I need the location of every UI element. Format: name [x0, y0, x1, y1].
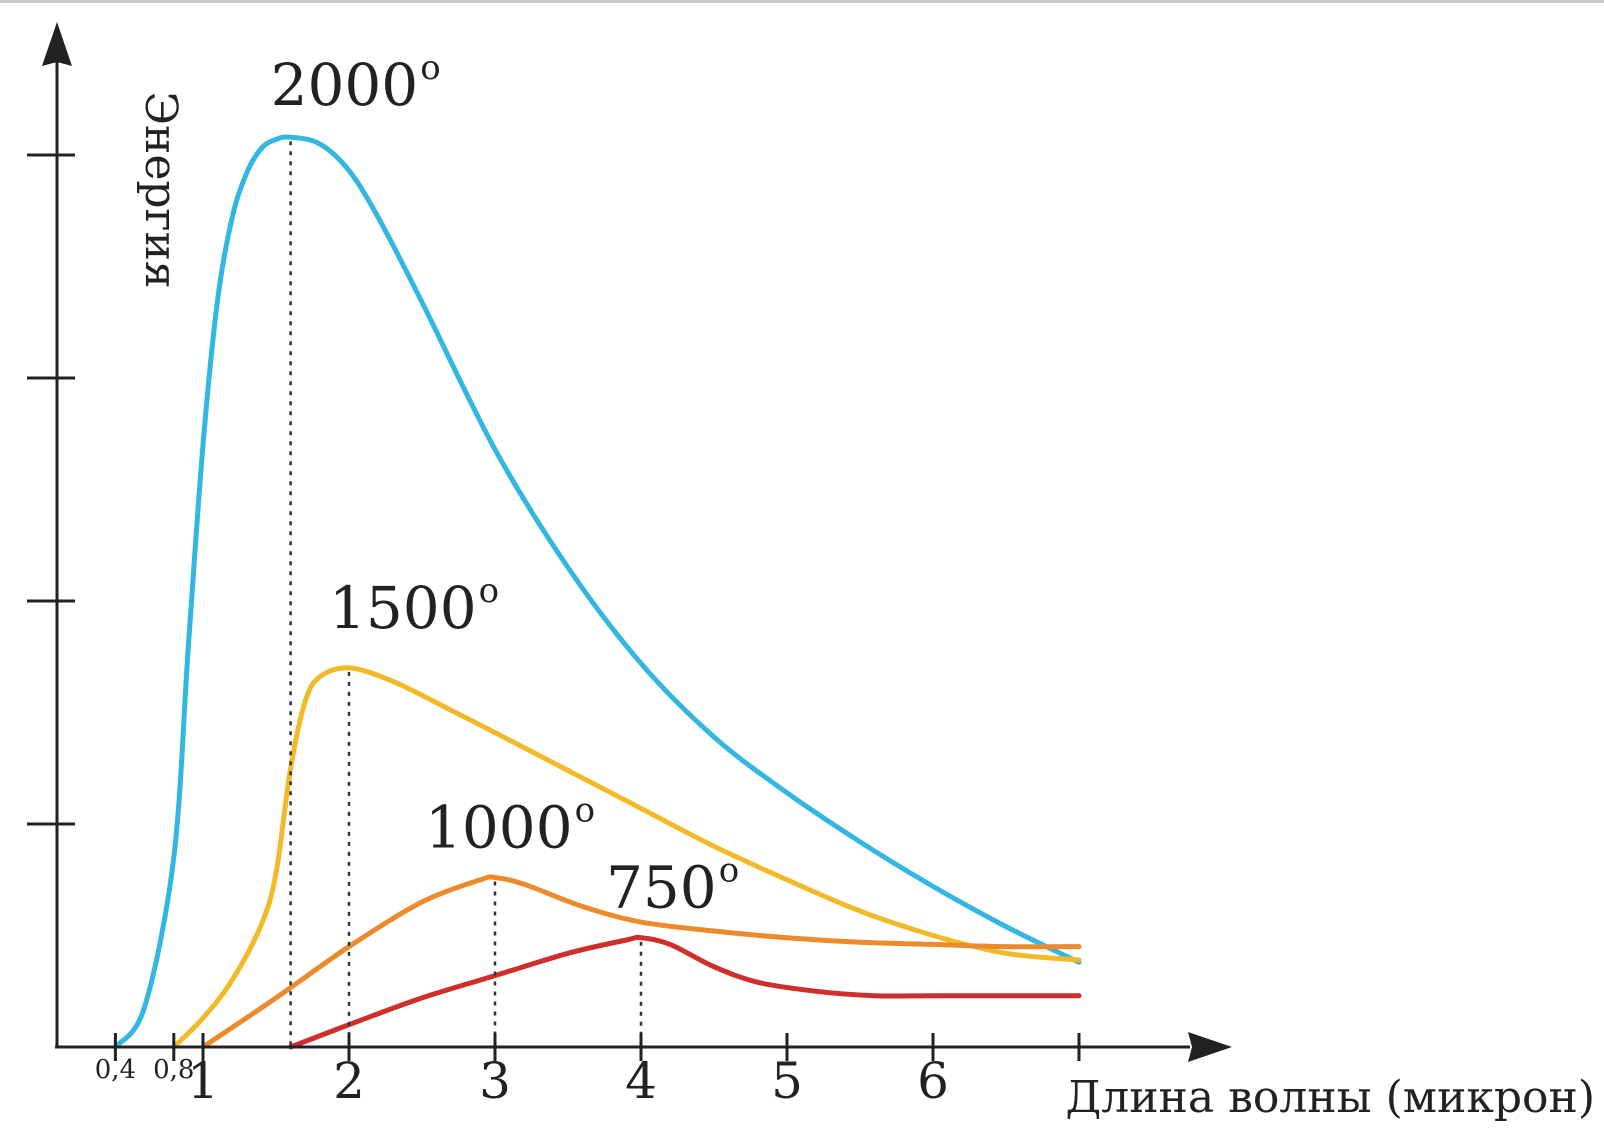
y-axis-title: Энергия — [135, 91, 186, 288]
ticks-layer: 0,4 0,81 2 3 4 5 6 — [27, 153, 1081, 1110]
series-label-1000: 1000o — [425, 791, 595, 862]
x-axis-title: Длина волны (микрон) — [1065, 1072, 1595, 1123]
curve-2000 — [112, 134, 1082, 1050]
x-tick-label-0.4: 0,4 — [95, 1055, 136, 1085]
x-tick-label-3: 3 — [479, 1052, 511, 1110]
curve-1000 — [200, 874, 1082, 1050]
curve-750 — [288, 934, 1082, 1050]
curves-layer — [112, 134, 1082, 1050]
top-border — [0, 0, 1604, 3]
x-tick-label-0.8: 0,8 — [153, 1055, 194, 1085]
axes-layer — [42, 22, 1232, 1062]
x-tick-label-2: 2 — [333, 1052, 365, 1110]
x-tick-label-1: 1 — [187, 1052, 219, 1110]
peak-lines-layer — [289, 141, 643, 1047]
y-axis-arrow — [42, 22, 72, 66]
x-axis-arrow — [1188, 1032, 1232, 1062]
x-tick-label-5: 5 — [771, 1052, 803, 1110]
x-tick-label-4: 4 — [625, 1052, 657, 1110]
series-label-750: 750o — [606, 851, 739, 922]
x-tick-label-6: 6 — [917, 1052, 949, 1110]
curve-1500 — [171, 665, 1082, 1050]
series-label-1500: 1500o — [329, 571, 499, 642]
series-label-2000: 2000o — [271, 48, 441, 119]
